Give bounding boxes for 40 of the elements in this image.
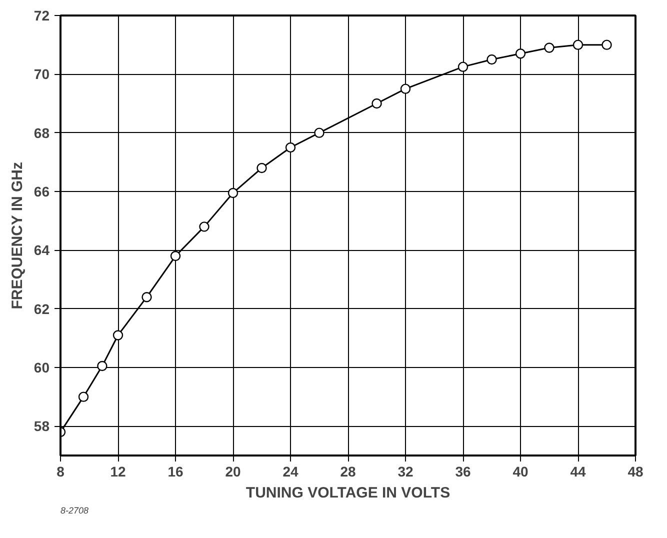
point (142, 292, 152, 302)
point (97, 360, 108, 372)
x-tick-label: 16 (168, 464, 184, 480)
y-tick-label: 68 (34, 124, 50, 141)
point (515, 48, 526, 59)
point (486, 54, 497, 65)
point (256, 162, 267, 174)
y-tick-label: 66 (34, 184, 50, 200)
point (112, 330, 124, 340)
x-tick-label: 24 (282, 464, 298, 480)
point (544, 42, 554, 53)
point (400, 84, 411, 94)
y-axis-title: FREQUENCY IN GHz (8, 162, 26, 310)
x-tick-label: 48 (628, 464, 644, 480)
y-tick-label: 58 (34, 418, 50, 434)
y-tick-label: 64 (34, 242, 50, 258)
point (314, 128, 324, 138)
y-tick-label: 72 (34, 8, 50, 24)
x-tick-label: 32 (398, 464, 414, 480)
point (372, 98, 382, 109)
y-tick-label: 62 (34, 300, 50, 317)
y-tick-label: 70 (34, 66, 50, 82)
x-tick-label: 36 (455, 464, 471, 480)
x-tick-label: 20 (225, 464, 241, 480)
point (228, 188, 238, 198)
point (458, 62, 468, 72)
point (572, 40, 584, 50)
x-tick-label: 28 (340, 464, 356, 480)
point (170, 250, 181, 262)
x-tick-label: 12 (110, 464, 126, 480)
text: 8-2708 (60, 506, 89, 516)
point (78, 392, 89, 402)
x-tick-label: 40 (512, 464, 528, 480)
x-tick-label: 8 (56, 464, 65, 480)
x-tick-label: 44 (570, 464, 586, 480)
point (285, 142, 296, 153)
point (199, 222, 210, 232)
y-tick-label: 60 (34, 360, 50, 376)
point (602, 40, 612, 50)
x-axis-title: TUNING VOLTAGE IN VOLTS (246, 484, 450, 502)
